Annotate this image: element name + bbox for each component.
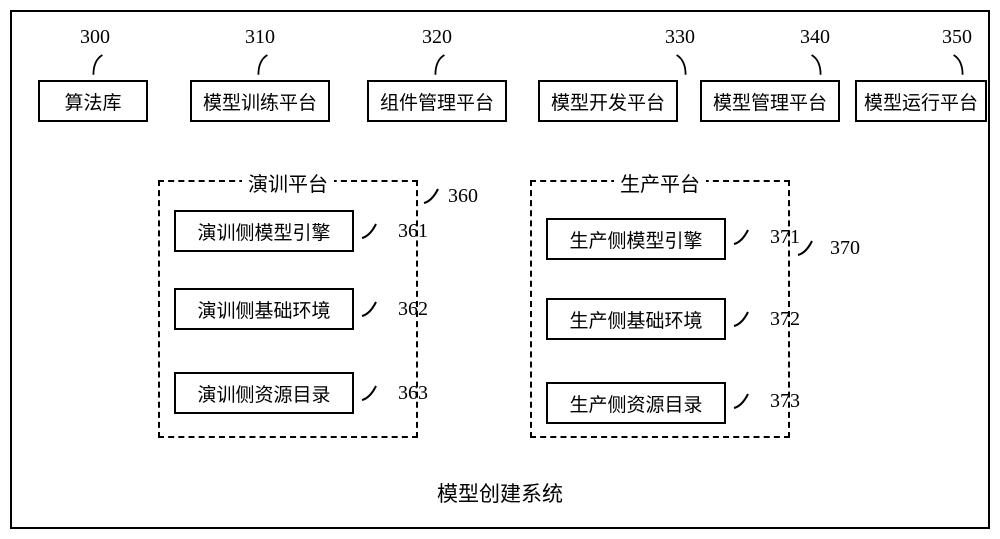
top-box: 算法库	[38, 80, 148, 122]
reference-number: 361	[398, 220, 428, 243]
group-title: 生产平台	[614, 168, 706, 197]
reference-number: 371	[770, 226, 800, 249]
reference-number: 372	[770, 308, 800, 331]
group-item-box: 演训侧资源目录	[174, 372, 354, 414]
connector-hook	[732, 388, 752, 416]
group-item-box: 演训侧基础环境	[174, 288, 354, 330]
reference-number: 363	[398, 382, 428, 405]
top-box: 模型运行平台	[855, 80, 987, 122]
reference-number: 330	[665, 26, 695, 49]
system-caption: 模型创建系统	[437, 478, 563, 508]
group-title: 演训平台	[242, 168, 334, 197]
reference-number: 300	[80, 26, 110, 49]
reference-number: 360	[448, 185, 478, 208]
connector-hook	[360, 296, 380, 324]
connector-hook	[360, 380, 380, 408]
connector-hook	[88, 50, 106, 78]
connector-hook	[673, 50, 691, 78]
connector-hook	[360, 218, 380, 246]
connector-hook	[950, 50, 968, 78]
reference-number: 362	[398, 298, 428, 321]
group-item-box: 生产侧模型引擎	[546, 218, 726, 260]
group-item-box: 生产侧基础环境	[546, 298, 726, 340]
reference-number: 373	[770, 390, 800, 413]
reference-number: 340	[800, 26, 830, 49]
group-item-box: 生产侧资源目录	[546, 382, 726, 424]
connector-hook	[732, 306, 752, 334]
top-box: 模型管理平台	[700, 80, 840, 122]
connector-hook	[808, 50, 826, 78]
group-item-box: 演训侧模型引擎	[174, 210, 354, 252]
connector-hook	[430, 50, 448, 78]
connector-hook	[253, 50, 271, 78]
connector-hook	[422, 183, 442, 211]
reference-number: 310	[245, 26, 275, 49]
top-box: 组件管理平台	[367, 80, 507, 122]
top-box: 模型开发平台	[538, 80, 678, 122]
top-box: 模型训练平台	[190, 80, 330, 122]
reference-number: 370	[830, 237, 860, 260]
reference-number: 320	[422, 26, 452, 49]
connector-hook	[732, 224, 752, 252]
reference-number: 350	[942, 26, 972, 49]
